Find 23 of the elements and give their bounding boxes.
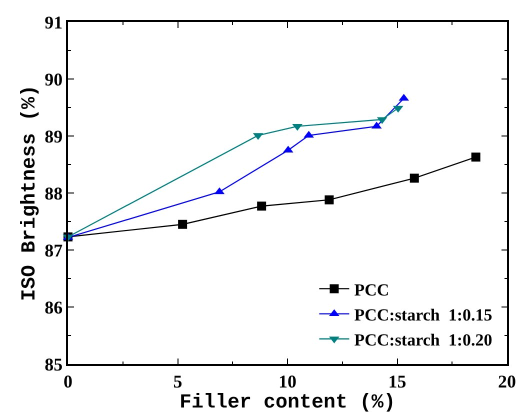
y-tick-label: 91 [44, 12, 63, 32]
x-tick-label: 0 [64, 371, 72, 392]
point [304, 130, 314, 138]
x-tick-label: 20 [498, 371, 516, 392]
y-axis-title: ISO Brightness (%) [18, 84, 42, 302]
legend-label: PCC:starch 1:0.20 [354, 330, 492, 350]
x-tick-label: 5 [173, 371, 182, 392]
x-tick-label: 15 [388, 371, 406, 392]
legend-label: PCC [354, 280, 390, 300]
y-tick-label: 87 [44, 240, 63, 260]
x-tick-label: 10 [278, 371, 296, 392]
point [471, 152, 480, 162]
y-tick-label: 85 [44, 354, 63, 374]
y-tick-label: 88 [44, 183, 63, 204]
x-axis-title: Filler content (%) [179, 391, 396, 414]
point [324, 195, 334, 204]
point [410, 174, 419, 183]
y-tick-label: 89 [44, 126, 63, 146]
point [257, 202, 266, 211]
legend-label: PCC:starch 1:0.15 [354, 305, 492, 324]
y-tick-label: 86 [44, 297, 63, 318]
y-tick-label: 90 [44, 69, 63, 90]
point [178, 220, 188, 229]
